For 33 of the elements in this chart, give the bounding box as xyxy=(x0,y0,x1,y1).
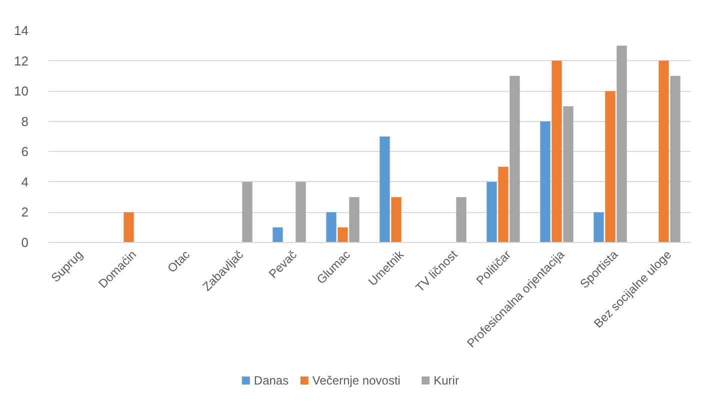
bar xyxy=(338,227,348,242)
bar xyxy=(605,91,616,242)
bar xyxy=(563,106,574,242)
y-tick-label: 2 xyxy=(21,204,29,220)
bar xyxy=(658,60,669,242)
legend-label: Kurir xyxy=(434,374,459,388)
bar xyxy=(540,121,550,242)
y-tick-label: 4 xyxy=(21,174,29,190)
legend-label: Danas xyxy=(254,374,289,388)
bar xyxy=(296,182,306,242)
bar xyxy=(124,212,134,242)
bar xyxy=(380,136,390,242)
y-tick-label: 8 xyxy=(21,114,29,129)
legend-label: Večernje novosti xyxy=(312,374,400,388)
bar xyxy=(486,182,497,242)
y-tick-label: 12 xyxy=(14,53,29,68)
y-tick-label: 14 xyxy=(14,23,29,38)
bar xyxy=(594,212,604,242)
y-tick-label: 6 xyxy=(21,144,29,160)
bar xyxy=(552,60,562,242)
y-tick-label: 10 xyxy=(14,84,29,99)
y-tick-label: 0 xyxy=(21,235,29,250)
bar xyxy=(391,197,402,242)
bar xyxy=(498,166,508,242)
bar xyxy=(272,227,283,242)
bar xyxy=(616,46,627,242)
bar xyxy=(670,76,680,242)
bar xyxy=(242,182,252,242)
bar xyxy=(349,197,360,242)
bar xyxy=(326,212,336,242)
bar xyxy=(510,76,520,242)
bar xyxy=(456,197,466,242)
x-tick-label: Otac xyxy=(164,248,193,276)
